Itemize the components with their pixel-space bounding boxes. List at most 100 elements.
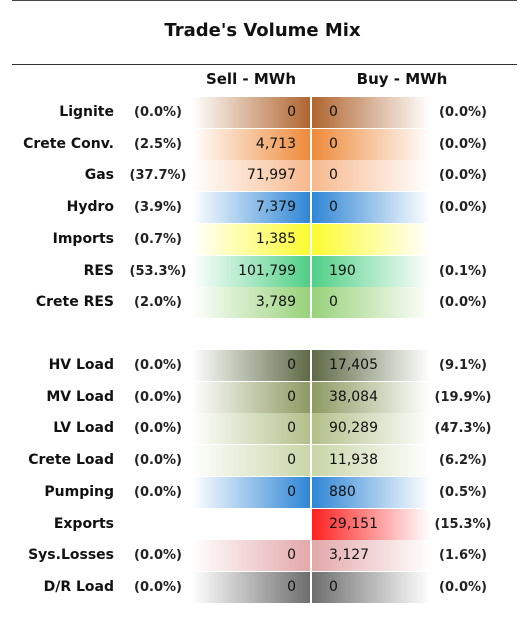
sell-value: 0 — [287, 420, 296, 437]
column-divider — [310, 97, 312, 319]
buy-percent: (15.3%) — [434, 516, 492, 532]
buy-percent: (0.0%) — [439, 168, 487, 184]
table-row: Imports (0.7%) 1,385 — [0, 223, 525, 255]
buy-bar — [312, 350, 430, 381]
sell-value: 0 — [287, 483, 296, 500]
sell-value: 0 — [287, 578, 296, 595]
buy-value: 90,289 — [329, 420, 378, 437]
row-label: Lignite — [59, 104, 114, 120]
buy-percent: (0.0%) — [439, 105, 487, 120]
sell-bar — [192, 509, 310, 540]
row-label: D/R Load — [43, 578, 114, 595]
buy-value: 0 — [329, 294, 338, 311]
buy-percent: (6.2%) — [439, 453, 487, 469]
buy-value: 29,151 — [329, 515, 378, 532]
sell-value: 3,789 — [255, 294, 296, 311]
sell-percent: (0.0%) — [134, 453, 182, 469]
row-label: Gas — [84, 167, 114, 184]
table-row: D/R Load (0.0%) 0 0 (0.0%) — [0, 571, 525, 603]
buy-bar — [312, 508, 430, 540]
buy-bar — [312, 476, 430, 508]
sell-value: 71,997 — [247, 167, 296, 184]
sell-bar — [192, 445, 310, 477]
sell-bar — [192, 540, 310, 572]
sell-value: 101,799 — [238, 262, 296, 279]
table-row: RES (53.3%) 101,799 190 (0.1%) — [0, 255, 525, 287]
buy-percent: (0.0%) — [439, 295, 487, 311]
sell-percent: (2.5%) — [134, 136, 182, 152]
buy-percent: (1.6%) — [439, 548, 487, 564]
sell-bar — [192, 381, 310, 413]
sell-value: 1,385 — [255, 230, 296, 247]
buy-percent: (9.1%) — [439, 358, 487, 373]
sell-bar — [192, 192, 310, 224]
sell-bar — [192, 287, 310, 319]
buy-bar — [312, 445, 430, 477]
buy-bar — [312, 128, 430, 160]
sell-bar — [192, 128, 310, 160]
table-row: Lignite (0.0%) 0 0 (0.0%) — [0, 97, 525, 128]
buy-bar — [312, 192, 430, 224]
row-label: HV Load — [48, 357, 114, 373]
sell-bar — [192, 97, 310, 128]
table-row: Pumping (0.0%) 0 880 (0.5%) — [0, 476, 525, 508]
table-row: Hydro (3.9%) 7,379 0 (0.0%) — [0, 192, 525, 224]
chart-title: Trade's Volume Mix — [164, 20, 361, 41]
buy-value: 0 — [329, 199, 338, 216]
buy-value: 3,127 — [329, 547, 370, 564]
buy-bar — [312, 160, 430, 192]
buy-bar — [312, 255, 430, 287]
row-label: Pumping — [44, 483, 114, 500]
sell-bar — [192, 160, 310, 192]
sell-percent: (37.7%) — [129, 168, 187, 184]
row-label: Imports — [52, 230, 114, 247]
row-label: RES — [83, 262, 114, 279]
sell-column-header: Sell - MWh — [205, 70, 297, 88]
buy-bar — [312, 287, 430, 319]
table-row: Gas (37.7%) 71,997 0 (0.0%) — [0, 160, 525, 192]
sell-value: 0 — [287, 452, 296, 469]
sell-bar — [192, 255, 310, 287]
row-label: Crete Load — [28, 452, 114, 469]
buy-percent: (0.0%) — [439, 579, 487, 595]
buy-value: 190 — [329, 262, 356, 279]
sell-value: 0 — [287, 388, 296, 405]
buy-column-header: Buy - MWh — [356, 70, 448, 88]
buy-bar — [312, 223, 430, 255]
row-label: MV Load — [46, 388, 114, 405]
buy-bar — [312, 540, 430, 572]
sell-value: 7,379 — [255, 199, 296, 216]
buy-bar — [312, 413, 430, 445]
buy-value: 880 — [329, 483, 356, 500]
buy-percent: (19.9%) — [434, 389, 492, 405]
sell-percent: (3.9%) — [134, 200, 182, 216]
row-label: Crete RES — [35, 294, 114, 311]
buy-value: 0 — [329, 135, 338, 152]
buy-bar — [312, 381, 430, 413]
table-row: Exports 29,151 (15.3%) — [0, 508, 525, 540]
sell-bar — [192, 413, 310, 445]
column-divider — [310, 350, 312, 604]
buy-value: 11,938 — [329, 452, 378, 469]
row-label: Sys.Losses — [28, 547, 114, 564]
top-rule — [12, 0, 517, 1]
buy-value: 0 — [329, 578, 338, 595]
sell-percent: (0.0%) — [134, 484, 182, 500]
table-row: HV Load (0.0%) 0 17,405 (9.1%) — [0, 350, 525, 381]
sell-value: 0 — [287, 104, 296, 120]
table-row: Crete Conv. (2.5%) 4,713 0 (0.0%) — [0, 128, 525, 160]
buy-bar — [312, 571, 430, 603]
sell-percent: (53.3%) — [129, 263, 187, 279]
row-label: Hydro — [66, 199, 114, 216]
sell-percent: (0.0%) — [134, 105, 182, 120]
table-row: Crete RES (2.0%) 3,789 0 (0.0%) — [0, 287, 525, 319]
buy-percent: (0.1%) — [439, 263, 487, 279]
buy-value: 17,405 — [329, 357, 378, 373]
buy-percent: (0.0%) — [439, 200, 487, 216]
buy-percent: (0.5%) — [439, 484, 487, 500]
sell-bar — [192, 476, 310, 508]
sell-percent: (0.0%) — [134, 548, 182, 564]
sell-bar — [192, 350, 310, 381]
sell-percent: (0.0%) — [134, 579, 182, 595]
sell-percent: (0.7%) — [134, 231, 182, 247]
